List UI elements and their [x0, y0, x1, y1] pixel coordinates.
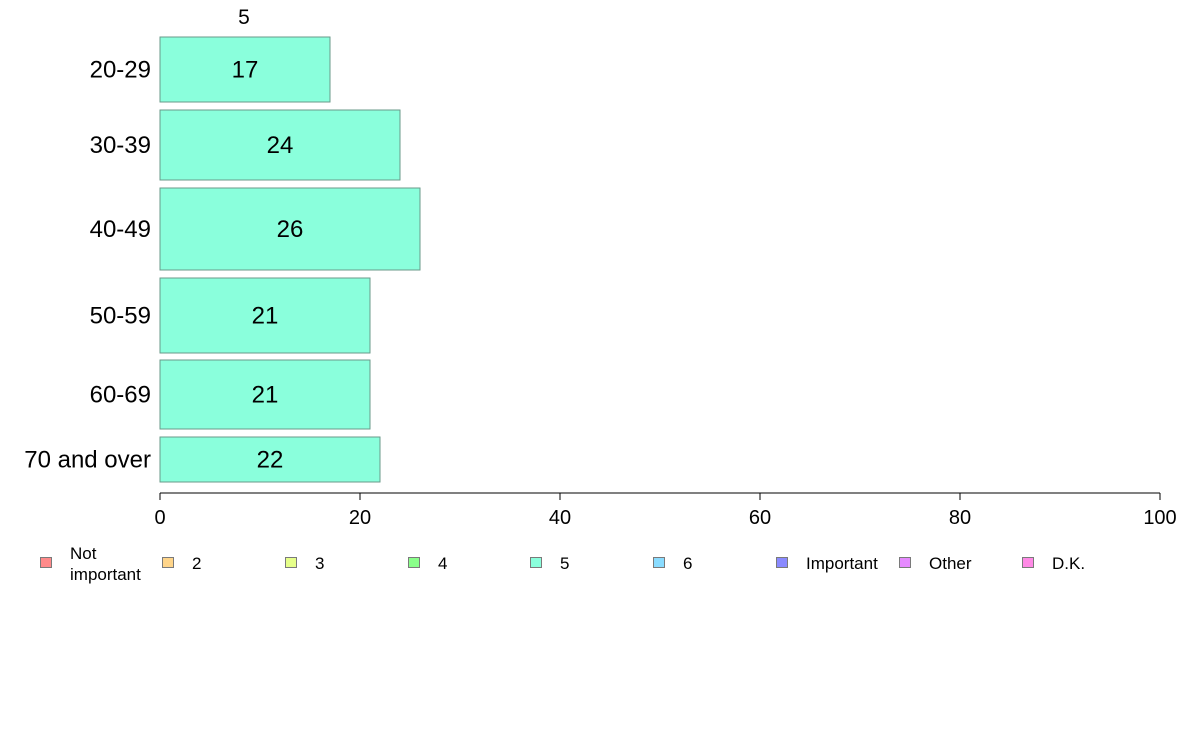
x-tick-label: 60 — [749, 507, 771, 529]
category-label: 70 and over — [24, 447, 151, 474]
x-tick-label: 40 — [549, 507, 571, 529]
x-tick-label: 100 — [1143, 507, 1176, 529]
bar-50-59 — [159, 277, 371, 354]
legend-label: D.K. — [1052, 554, 1086, 573]
legend-label: 3 — [315, 554, 325, 573]
bar-20-29 — [159, 36, 331, 103]
legend-swatch — [408, 557, 420, 568]
bar-60-69 — [159, 359, 371, 430]
bar-chart: 5 20-29 30-39 40-49 50-59 60-69 70 and over 1… — [24, 6, 1176, 529]
x-tick-label: 0 — [154, 507, 165, 529]
bar-40-49 — [159, 187, 421, 271]
category-label: 50-59 — [90, 303, 151, 330]
legend-label: 6 — [683, 554, 693, 573]
legend-swatch — [899, 557, 911, 568]
legend-label: Not important — [70, 544, 141, 584]
legend-label: 5 — [560, 554, 570, 573]
legend-swatch — [40, 557, 52, 568]
series-label: 5 — [238, 6, 250, 29]
legend-swatch — [653, 557, 665, 568]
legend-label: Other — [929, 554, 972, 573]
category-label: 60-69 — [90, 382, 151, 409]
legend-label: Important — [806, 554, 878, 573]
data-label: 21 — [252, 382, 279, 409]
x-tick-label: 20 — [349, 507, 371, 529]
legend-label: 2 — [192, 554, 202, 573]
legend-swatch — [1022, 557, 1034, 568]
bar-70-and-over — [159, 436, 381, 483]
data-label: 26 — [277, 216, 304, 243]
legend-swatch — [776, 557, 788, 568]
category-label: 40-49 — [90, 216, 151, 243]
legend: Not important 2 3 4 5 6 Important Other D.K. — [0, 540, 1188, 590]
bar-30-39 — [159, 109, 401, 181]
legend-swatch — [162, 557, 174, 568]
legend-swatch — [530, 557, 542, 568]
category-label: 30-39 — [90, 132, 151, 159]
data-label: 17 — [232, 57, 259, 84]
data-label: 24 — [267, 132, 294, 159]
legend-swatch — [285, 557, 297, 568]
category-label: 20-29 — [90, 57, 151, 84]
data-label: 22 — [257, 447, 284, 474]
legend-label: 4 — [438, 554, 448, 573]
x-tick-label: 80 — [949, 507, 971, 529]
data-label: 21 — [252, 303, 279, 330]
